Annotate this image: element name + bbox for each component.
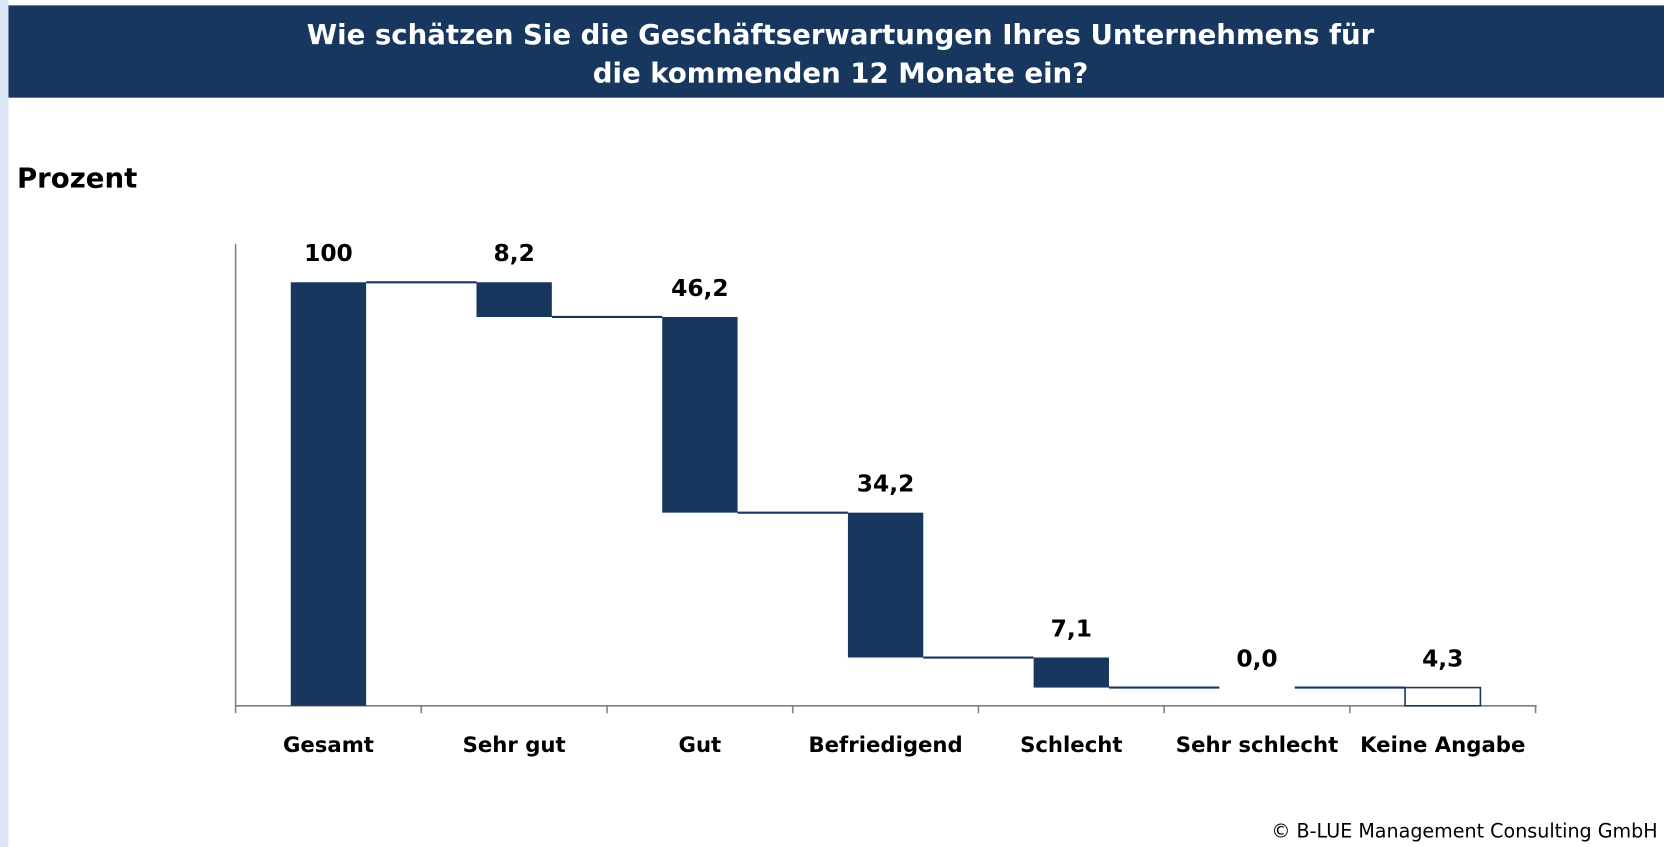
header-band <box>8 5 1664 98</box>
footer: © B-LUE Management Consulting GmbH <box>1271 820 1657 843</box>
x-tick-label: Gut <box>679 733 722 758</box>
bar <box>476 282 552 317</box>
y-axis-label: Prozent <box>17 161 137 194</box>
side-strip <box>0 0 9 847</box>
value-label: 46,2 <box>671 274 729 302</box>
x-tick-label: Keine Angabe <box>1360 733 1525 758</box>
bar <box>1033 657 1109 688</box>
bar <box>662 316 738 513</box>
value-label: 34,2 <box>857 470 915 498</box>
chart-title: die kommenden 12 Monate ein? <box>593 56 1088 89</box>
x-tick-label: Schlecht <box>1020 733 1122 758</box>
value-label: 100 <box>304 239 353 267</box>
x-tick-label: Sehr schlecht <box>1176 733 1338 758</box>
bar <box>1404 686 1482 707</box>
value-label: 4,3 <box>1422 644 1463 672</box>
x-tick-label: Gesamt <box>283 733 374 758</box>
value-label: 0,0 <box>1236 644 1277 672</box>
bar <box>290 282 367 706</box>
value-label: 8,2 <box>493 239 534 267</box>
chart-title: Wie schätzen Sie die Geschäftserwartunge… <box>307 18 1375 51</box>
x-tick-label: Sehr gut <box>463 733 566 758</box>
value-label: 7,1 <box>1051 614 1092 642</box>
x-tick-label: Befriedigend <box>808 733 962 758</box>
bar <box>847 512 924 658</box>
